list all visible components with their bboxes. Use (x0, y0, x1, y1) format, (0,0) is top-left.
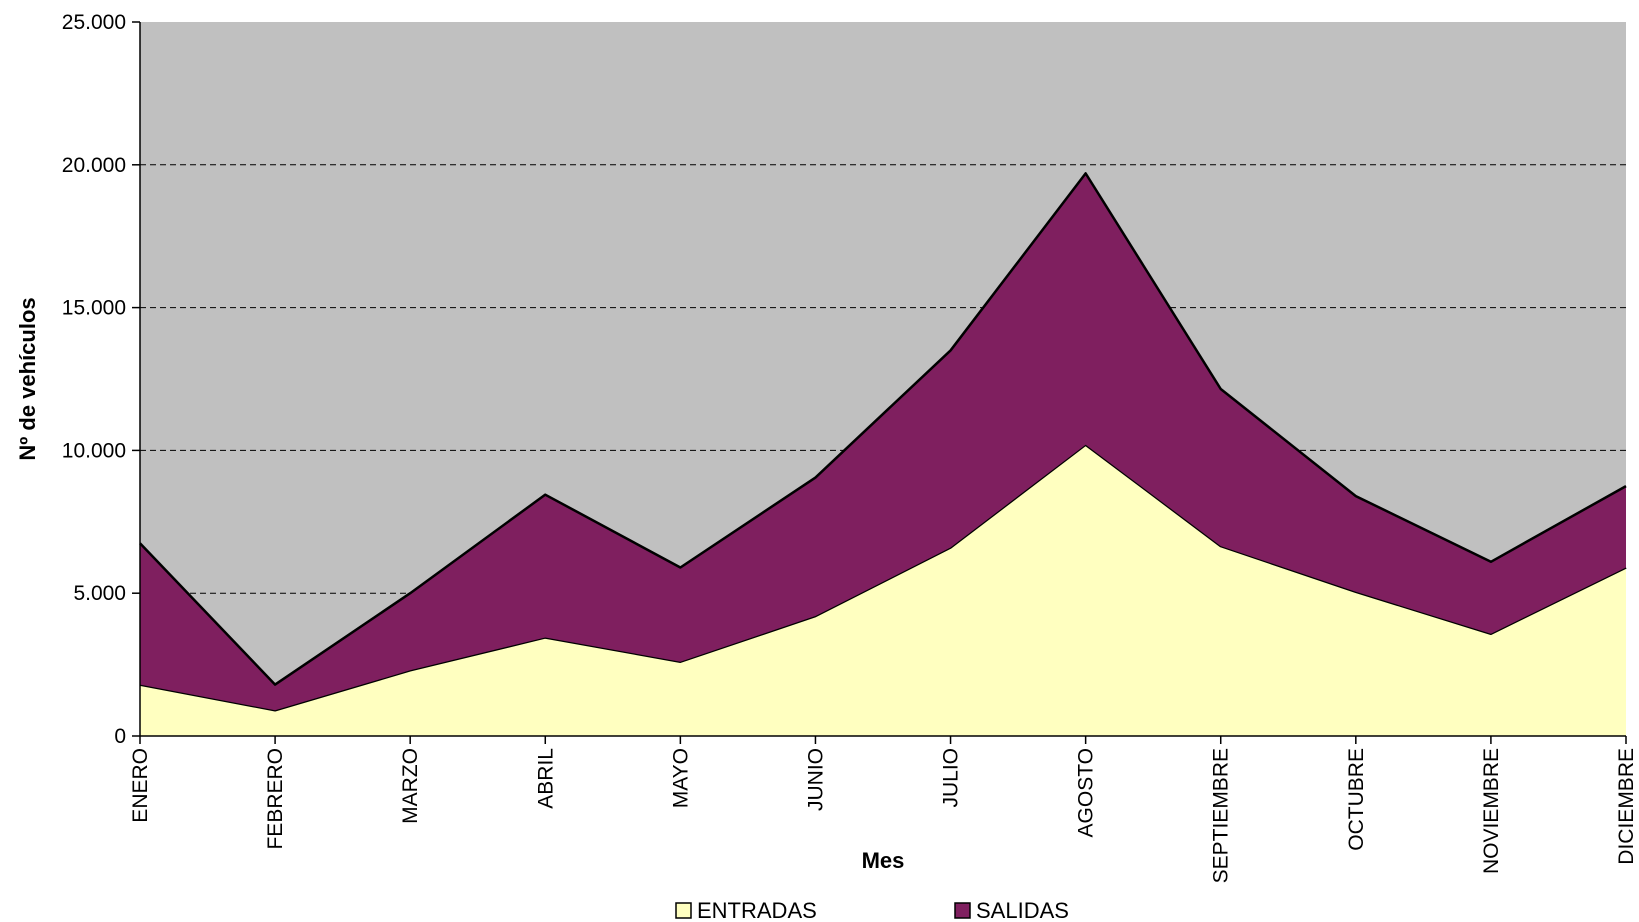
legend: ENTRADAS SALIDAS (675, 898, 1069, 922)
series-area-entradas (140, 444, 1626, 736)
y-tick-label: 0 (114, 725, 126, 748)
x-tick-label: JULIO (940, 748, 963, 808)
axes (132, 21, 1627, 744)
y-tick-label: 10.000 (62, 439, 126, 462)
x-tick-label: OCTUBRE (1345, 748, 1368, 851)
y-tick-labels: 0 5.000 10.000 15.000 20.000 25.000 (62, 11, 126, 748)
legend-swatch-entradas (675, 902, 692, 919)
series-area-salidas (140, 173, 1626, 711)
legend-label-salidas: SALIDAS (976, 898, 1069, 922)
x-tick-label: ENERO (129, 748, 152, 823)
legend-swatch-salidas (954, 902, 971, 919)
x-tick-label: FEBRERO (264, 748, 287, 850)
y-tick-label: 25.000 (62, 11, 126, 34)
x-tick-labels: ENERO FEBRERO MARZO ABRIL MAYO JUNIO JULIO AGOS… (129, 748, 1638, 883)
x-tick-label: ABRIL (534, 748, 557, 809)
x-tick-label: NOVIEMBRE (1480, 748, 1503, 874)
series-areas (139, 172, 1627, 736)
legend-label-entradas: ENTRADAS (697, 898, 817, 922)
x-tick-label: MARZO (399, 748, 422, 824)
y-axis-title: Nº de vehículos (15, 297, 40, 460)
y-tick-label: 20.000 (62, 154, 126, 177)
series-line-salidas (139, 172, 1627, 686)
x-tick-label: MAYO (669, 748, 692, 808)
x-tick-label: DICIEMBRE (1615, 748, 1638, 865)
x-tick-label: SEPTIEMBRE (1210, 748, 1233, 883)
x-tick-label: AGOSTO (1075, 748, 1098, 837)
x-tick-label: JUNIO (804, 748, 827, 811)
y-tick-label: 5.000 (73, 582, 126, 605)
y-tick-label: 15.000 (62, 297, 126, 320)
x-axis-title: Mes (862, 848, 905, 873)
